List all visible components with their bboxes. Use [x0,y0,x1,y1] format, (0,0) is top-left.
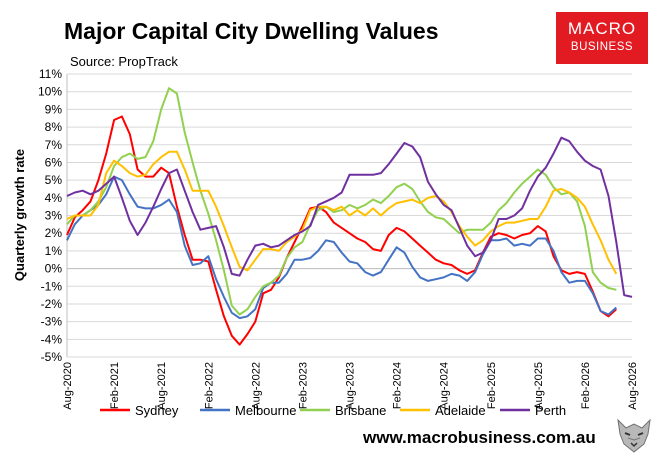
y-tick-label: 4% [45,191,63,205]
series-line-brisbane [66,87,617,316]
x-tick-label: Aug-2026 [627,362,639,410]
y-tick-label: -2% [41,297,63,311]
y-tick-label: 6% [45,155,63,169]
x-tick-label: Aug-2020 [62,362,74,410]
x-tick-labels: Aug-2020 Feb-2021 Aug-2021 Feb-2022 Aug-2022… [62,362,639,410]
x-tick-label: Aug-2022 [250,362,262,410]
x-tick-label: Aug-2023 [345,362,357,410]
y-tick-label: 7% [45,138,63,152]
website-url: www.macrobusiness.com.au [363,428,596,447]
y-tick-label: 5% [45,173,63,187]
y-tick-label: 9% [45,102,63,116]
series-lines [66,87,633,346]
y-axis-title: Quarterly growth rate [12,149,27,281]
y-tick-label: 10% [38,85,62,99]
y-tick-label: -5% [41,350,63,364]
y-tick-label: 1% [45,244,63,258]
x-tick-label: Feb-2025 [486,362,498,409]
legend: Sydney Melbourne Brisbane Adelaide Perth [100,403,566,418]
x-tick-label: Feb-2022 [203,362,215,409]
y-tick-label: -1% [41,279,63,293]
legend-label-sydney: Sydney [135,403,179,418]
x-tick-label: Feb-2023 [297,362,309,409]
x-tick-label: Feb-2024 [392,362,404,409]
x-tick-label: Feb-2026 [580,362,592,409]
series-line-melbourne [66,175,617,320]
y-tick-labels: 11% 10% 9% 8% 7% 6% 5% 4% 3% 2% 1% 0% -1% -2% -3% -4% -5… [38,67,62,364]
series-line-perth [66,136,633,298]
logo-line-1: MACRO [567,19,637,38]
y-tick-label: 11% [39,67,62,81]
y-tick-label: 0% [45,262,63,276]
y-tick-label: -4% [41,332,63,346]
logo-line-2: BUSINESS [570,41,634,53]
legend-label-melbourne: Melbourne [235,403,296,418]
macrobusiness-logo: MACRO BUSINESS [556,12,648,64]
chart-source: Source: PropTrack [70,54,178,69]
series-line-sydney [66,115,617,346]
x-tick-label: Aug-2024 [439,362,451,410]
wolf-mascot-icon [617,418,651,453]
series-line-adelaide [66,150,618,275]
y-tick-label: 3% [45,209,63,223]
y-tick-label: 2% [45,226,63,240]
legend-label-adelaide: Adelaide [435,403,486,418]
x-tick-label: Feb-2021 [109,362,121,409]
x-tick-label: Aug-2025 [533,362,545,410]
legend-label-perth: Perth [535,403,566,418]
y-tick-label: 8% [45,120,63,134]
y-tick-label: -3% [41,315,63,329]
x-tick-label: Aug-2021 [156,362,168,410]
axes [66,74,632,357]
legend-label-brisbane: Brisbane [335,403,386,418]
chart-title: Major Capital City Dwelling Values [64,18,439,44]
